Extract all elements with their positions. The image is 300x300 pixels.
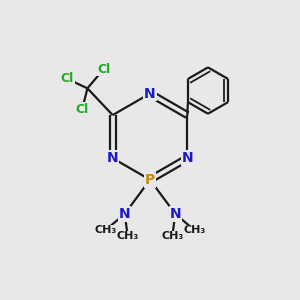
- Text: P: P: [145, 173, 155, 187]
- Text: N: N: [144, 86, 156, 100]
- Text: Cl: Cl: [75, 103, 89, 116]
- Text: N: N: [119, 207, 130, 221]
- Text: Cl: Cl: [97, 62, 110, 76]
- Text: CH₃: CH₃: [117, 231, 139, 241]
- Text: CH₃: CH₃: [94, 225, 116, 235]
- Text: N: N: [169, 207, 181, 221]
- Text: CH₃: CH₃: [161, 231, 183, 241]
- Text: N: N: [182, 151, 193, 165]
- Text: N: N: [107, 151, 118, 165]
- Text: CH₃: CH₃: [184, 225, 206, 235]
- Text: Cl: Cl: [61, 72, 74, 85]
